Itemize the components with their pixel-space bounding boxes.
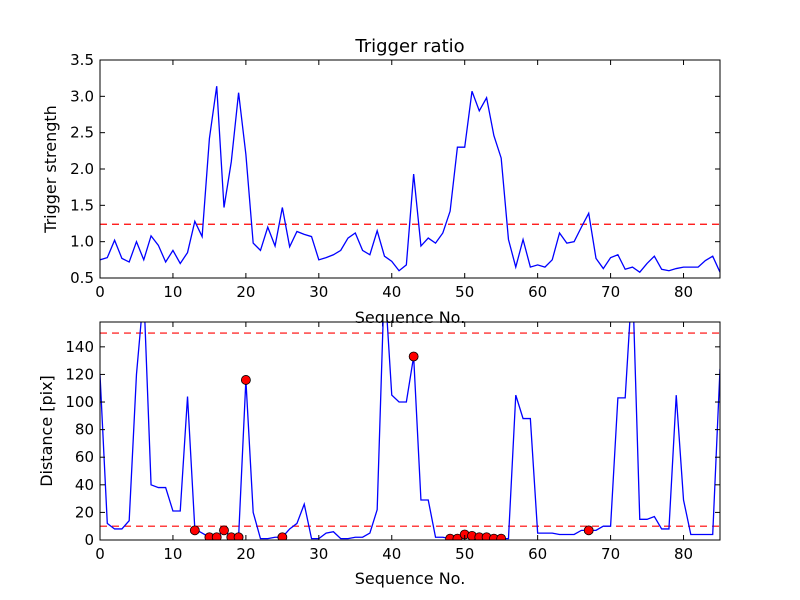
bottom-x-tick-label: 30 <box>309 545 328 563</box>
bottom-marker-point <box>583 525 594 536</box>
top-x-tick-label: 40 <box>382 283 401 301</box>
bottom-x-axis-label: Sequence No. <box>355 569 466 588</box>
bottom-x-tick-label: 20 <box>236 545 255 563</box>
bottom-x-tick-label: 10 <box>163 545 182 563</box>
top-y-tick-label: 1.0 <box>70 233 94 251</box>
bottom-y-tick-label: 40 <box>75 476 94 494</box>
top-x-axis-label: Sequence No. <box>355 308 466 327</box>
bottom-panel: 0 10 20 30 40 50 60 70 80 0 20 40 60 80 100 120 140 Sequ… <box>37 321 721 588</box>
bottom-marker-point <box>233 532 244 540</box>
bottom-x-tick-label: 60 <box>528 545 547 563</box>
bottom-x-tick-label: 70 <box>601 545 620 563</box>
top-series-line-0 <box>100 86 720 274</box>
top-x-tick-label: 0 <box>95 283 105 301</box>
top-ticks: 0 10 20 30 40 50 60 70 80 0.5 1.0 1.5 2.0 2.5 3.0 3.5 <box>70 51 720 301</box>
top-y-tick-label: 0.5 <box>70 269 94 287</box>
bottom-y-axis-label: Distance [pix] <box>37 375 56 487</box>
bottom-series-line-0 <box>100 322 720 540</box>
bottom-marker-point <box>211 532 222 540</box>
bottom-marker-point <box>189 525 200 536</box>
bottom-x-tick-label: 0 <box>95 545 105 563</box>
bottom-axes-frame <box>99 321 721 541</box>
top-y-axis-label: Trigger strength <box>41 105 60 234</box>
bottom-marker-point <box>408 351 419 362</box>
bottom-x-tick-label: 40 <box>382 545 401 563</box>
bottom-y-tick-label: 0 <box>84 531 94 549</box>
bottom-y-tick-label: 60 <box>75 448 94 466</box>
top-panel: 0 10 20 30 40 50 60 70 80 0.5 1.0 1.5 2.0 2.5 3.0 3.5 T… <box>41 36 721 327</box>
top-y-tick-label: 2.0 <box>70 160 94 178</box>
top-x-tick-label: 30 <box>309 283 328 301</box>
top-y-tick-label: 3.0 <box>70 87 94 105</box>
top-y-tick-label: 2.5 <box>70 124 94 142</box>
bottom-marker-point <box>219 525 229 536</box>
top-y-tick-label: 1.5 <box>70 196 94 214</box>
bottom-marker-point <box>452 533 463 540</box>
top-x-tick-label: 50 <box>455 283 474 301</box>
bottom-marker-point <box>240 375 251 385</box>
bottom-y-tick-label: 80 <box>75 421 94 439</box>
top-y-tick-label: 3.5 <box>70 51 94 69</box>
bottom-plot-content <box>100 322 720 540</box>
bottom-y-tick-label: 140 <box>65 338 94 356</box>
top-x-tick-label: 10 <box>163 283 182 301</box>
top-x-tick-label: 20 <box>236 283 255 301</box>
top-chart-title: Trigger ratio <box>354 36 464 57</box>
bottom-y-tick-label: 120 <box>65 365 94 383</box>
bottom-y-tick-label: 100 <box>65 393 94 411</box>
top-x-tick-label: 70 <box>601 283 620 301</box>
top-plot-content <box>100 86 720 274</box>
bottom-y-tick-label: 20 <box>75 503 94 521</box>
bottom-x-tick-label: 80 <box>674 545 693 563</box>
top-x-tick-label: 80 <box>674 283 693 301</box>
bottom-marker-point <box>277 532 288 540</box>
bottom-marker-point <box>496 533 507 540</box>
top-x-tick-label: 60 <box>528 283 547 301</box>
bottom-ticks: 0 10 20 30 40 50 60 70 80 0 20 40 60 80 100 120 140 <box>65 322 720 563</box>
bottom-x-tick-label: 50 <box>455 545 474 563</box>
